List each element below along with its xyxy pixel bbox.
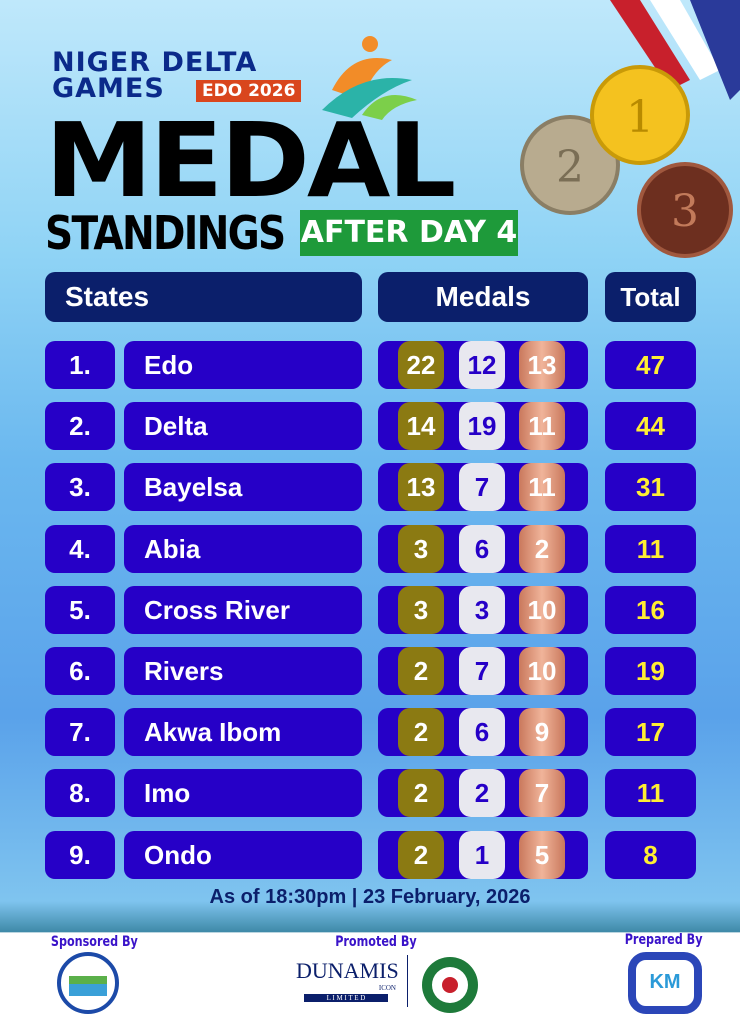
state-name-cell: Cross River	[124, 585, 362, 634]
svg-text:2: 2	[556, 142, 584, 193]
rank-cell: 7.	[45, 708, 115, 757]
medals-column-header: Medals	[378, 272, 588, 322]
medals-cell: 3 6 2	[378, 524, 588, 573]
medals-cell: 2 6 9	[378, 708, 588, 757]
medals-icon: 2 1 3	[520, 0, 740, 258]
medals-cell: 2 2 7	[378, 769, 588, 818]
promoted-by-label: Promoted By	[335, 934, 417, 950]
bronze-count: 10	[519, 647, 565, 695]
total-cell: 16	[605, 585, 696, 634]
rank-cell: 9.	[45, 830, 115, 879]
bronze-count: 5	[519, 830, 565, 879]
gold-count: 3	[398, 585, 444, 634]
silver-count: 7	[459, 463, 505, 512]
runner-logo-icon	[322, 36, 417, 120]
divider	[407, 955, 408, 1007]
rank-cell: 8.	[45, 769, 115, 818]
medals-cell: 3 3 10	[378, 585, 588, 634]
bronze-count: 10	[519, 585, 565, 634]
total-cell: 47	[605, 341, 696, 389]
gold-count: 14	[398, 402, 444, 451]
total-cell: 17	[605, 708, 696, 757]
gold-count: 3	[398, 524, 444, 573]
state-name-cell: Delta	[124, 402, 362, 451]
total-cell: 44	[605, 402, 696, 451]
gold-count: 2	[398, 830, 444, 879]
gold-count: 22	[398, 341, 444, 389]
bronze-count: 11	[519, 402, 565, 451]
total-cell: 19	[605, 647, 696, 695]
total-cell: 31	[605, 463, 696, 512]
state-name-cell: Rivers	[124, 647, 362, 695]
svg-text:3: 3	[671, 186, 699, 237]
state-name-cell: Abia	[124, 524, 362, 573]
bronze-count: 13	[519, 341, 565, 389]
state-name-cell: Akwa Ibom	[124, 708, 362, 757]
states-column-header: States	[45, 272, 362, 322]
silver-count: 19	[459, 402, 505, 451]
gold-count: 2	[398, 647, 444, 695]
as-of-timestamp: As of 18:30pm | 23 February, 2026	[209, 886, 531, 908]
state-name-cell: Bayelsa	[124, 463, 362, 512]
rank-cell: 1.	[45, 341, 115, 389]
silver-count: 12	[459, 341, 505, 389]
medals-cell: 22 12 13	[378, 341, 588, 389]
sponsor-logo-icon	[57, 952, 119, 1014]
total-cell: 11	[605, 769, 696, 818]
silver-count: 6	[459, 524, 505, 573]
sponsored-by-label: Sponsored By	[50, 934, 138, 950]
medals-cell: 2 1 5	[378, 830, 588, 879]
rank-cell: 6.	[45, 647, 115, 695]
medals-cell: 13 7 11	[378, 463, 588, 512]
bronze-count: 9	[519, 708, 565, 757]
page-title: MEDAL	[45, 102, 456, 221]
medals-cell: 14 19 11	[378, 402, 588, 451]
km-logo: KM	[628, 952, 702, 1014]
bronze-count: 7	[519, 769, 565, 818]
silver-count: 3	[459, 585, 505, 634]
after-day-badge: AFTER DAY 4	[300, 210, 518, 256]
prepared-by-label: Prepared By	[624, 932, 703, 948]
gold-count: 2	[398, 708, 444, 757]
rank-cell: 2.	[45, 402, 115, 451]
state-name-cell: Imo	[124, 769, 362, 818]
page-subtitle: STANDINGS	[45, 206, 286, 260]
gold-count: 2	[398, 769, 444, 818]
dunamis-logo: DUNAMIS ICON L I M I T E D	[296, 958, 399, 1002]
state-name-cell: Ondo	[124, 830, 362, 879]
bronze-count: 2	[519, 524, 565, 573]
total-cell: 11	[605, 524, 696, 573]
silver-count: 2	[459, 769, 505, 818]
silver-count: 6	[459, 708, 505, 757]
edo-2026-badge: EDO 2026	[196, 80, 302, 102]
rank-cell: 3.	[45, 463, 115, 512]
total-column-header: Total	[605, 272, 696, 322]
rank-cell: 4.	[45, 524, 115, 573]
silver-count: 7	[459, 647, 505, 695]
edo-state-seal-icon	[422, 957, 478, 1013]
svg-text:1: 1	[626, 92, 654, 143]
total-cell: 8	[605, 830, 696, 879]
gold-count: 13	[398, 463, 444, 512]
medals-cell: 2 7 10	[378, 647, 588, 695]
rank-cell: 5.	[45, 585, 115, 634]
bronze-count: 11	[519, 463, 565, 512]
state-name-cell: Edo	[124, 341, 362, 389]
games-logo-text: NIGER DELTA GAMES	[52, 47, 258, 104]
silver-count: 1	[459, 830, 505, 879]
